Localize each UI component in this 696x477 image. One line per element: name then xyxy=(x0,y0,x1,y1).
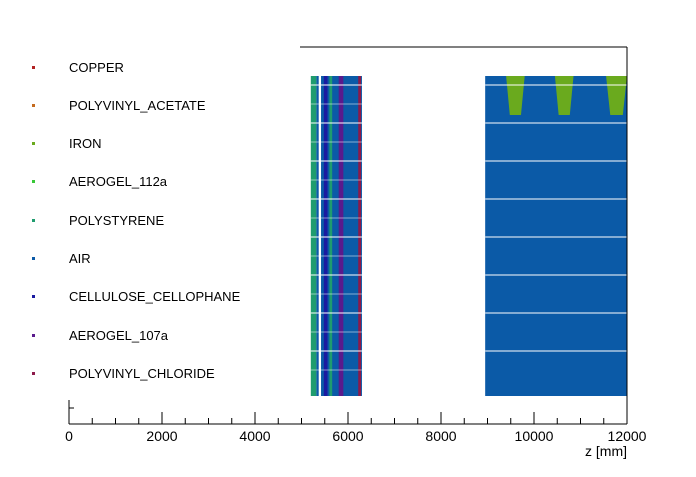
region-polystyrene-2 xyxy=(310,76,317,396)
legend-label: AEROGEL_112a xyxy=(69,174,168,190)
region-aerogel-107a-7 xyxy=(338,76,344,396)
legend-item: COPPER xyxy=(32,57,124,77)
legend-label: POLYSTYRENE xyxy=(69,212,165,228)
region-iron-10 xyxy=(506,76,525,115)
legend-item: POLYVINYL_CHLORIDE xyxy=(32,363,215,383)
region-air-3 xyxy=(316,76,319,396)
region-polyvinyl-chloride-8 xyxy=(358,76,362,396)
legend-swatch xyxy=(32,333,35,337)
legend-item: AEROGEL_112a xyxy=(32,172,167,192)
legend-swatch xyxy=(32,218,35,222)
legend-label: CELLULOSE_CELLOPHANE xyxy=(69,289,241,305)
legend-label: IRON xyxy=(69,136,102,152)
x-tick-label-6000: 6000 xyxy=(332,428,363,444)
x-tick-label-4000: 4000 xyxy=(239,428,270,444)
legend-item: POLYSTYRENE xyxy=(32,210,164,230)
legend-swatch xyxy=(32,180,35,184)
legend-swatch xyxy=(32,295,35,299)
legend-item: POLYVINYL_ACETATE xyxy=(32,95,206,115)
legend-label: AIR xyxy=(69,251,91,266)
legend: COPPER POLYVINYL_ACETATE IRON AEROGEL_112a P… xyxy=(0,0,300,400)
legend-item: CELLULOSE_CELLOPHANE xyxy=(32,287,240,307)
region-polystyrene-6 xyxy=(329,76,333,396)
legend-label: POLYVINYL_CHLORIDE xyxy=(69,365,215,381)
region-cellulose-cellophane-5 xyxy=(323,76,328,396)
legend-swatch xyxy=(32,142,35,146)
legend-item: AEROGEL_107a xyxy=(32,325,168,345)
legend-swatch xyxy=(32,65,35,69)
legend-swatch xyxy=(32,257,35,260)
x-tick-label-12000: 12000 xyxy=(608,428,647,444)
region-air-9 xyxy=(485,76,627,396)
legend-label: AEROGEL_107a xyxy=(69,327,169,343)
legend-item: AIR xyxy=(32,249,91,269)
regions-layer xyxy=(129,76,627,396)
legend-label: COPPER xyxy=(69,59,124,75)
x-tick-label-10000: 10000 xyxy=(515,428,554,444)
x-tick-label-2000: 2000 xyxy=(146,428,177,444)
legend-item: IRON xyxy=(32,134,102,154)
x-tick-label-0: 0 xyxy=(65,428,73,444)
region-iron-11 xyxy=(554,76,574,115)
legend-swatch xyxy=(32,371,35,375)
x-axis-label: z [mm] xyxy=(585,443,627,459)
region-iron-12 xyxy=(606,76,627,115)
legend-swatch xyxy=(32,103,35,107)
legend-label: POLYVINYL_ACETATE xyxy=(69,97,206,113)
x-tick-label-8000: 8000 xyxy=(425,428,456,444)
